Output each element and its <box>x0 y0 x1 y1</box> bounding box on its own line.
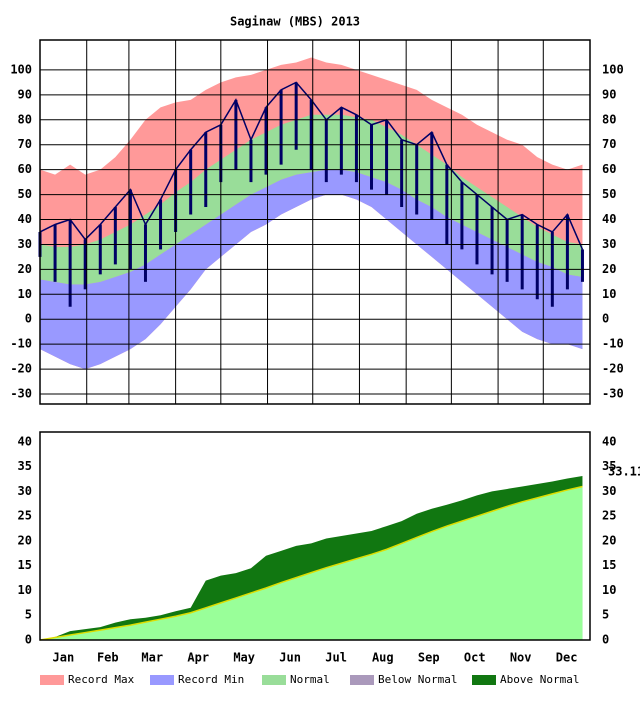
y-tick-label-right: 50 <box>602 187 616 201</box>
y-tick-label: 30 <box>18 484 32 498</box>
x-tick-label: Feb <box>97 651 119 665</box>
y-tick-label: 30 <box>18 237 32 251</box>
y-tick-label: 5 <box>25 608 32 622</box>
legend-label: Below Normal <box>378 673 457 686</box>
y-tick-label: 80 <box>18 112 32 126</box>
legend-label: Normal <box>290 673 330 686</box>
observed-high-line <box>39 81 584 250</box>
y-tick-label-right: 100 <box>602 62 624 76</box>
y-tick-label: 10 <box>18 287 32 301</box>
end-value-label: 33.11 <box>608 465 640 479</box>
y-tick-label: 40 <box>18 434 32 448</box>
normal-line <box>39 485 583 641</box>
y-tick-label-right: 80 <box>602 112 616 126</box>
x-tick-label: Jun <box>279 651 301 665</box>
y-tick-label-right: 25 <box>602 509 616 523</box>
x-tick-label: Jul <box>325 651 347 665</box>
y-tick-label-right: 15 <box>602 558 616 572</box>
y-tick-label: 15 <box>18 558 32 572</box>
y-tick-label-right: 30 <box>602 237 616 251</box>
legend-swatch <box>40 675 64 685</box>
legend-label: Record Min <box>178 673 244 686</box>
legend-swatch <box>150 675 174 685</box>
y-tick-label-right: 0 <box>602 312 609 326</box>
y-tick-label: 20 <box>18 262 32 276</box>
plot-border <box>39 39 591 405</box>
y-tick-label-right: 30 <box>602 484 616 498</box>
y-tick-label: 40 <box>18 212 32 226</box>
y-tick-label-right: 20 <box>602 262 616 276</box>
y-tick-label-right: 90 <box>602 87 616 101</box>
normal-area <box>40 486 583 640</box>
y-tick-label: 60 <box>18 162 32 176</box>
y-tick-label: -30 <box>10 387 32 401</box>
y-tick-label: 10 <box>18 583 32 597</box>
y-tick-label-right: 35 <box>602 459 616 473</box>
y-tick-label: -10 <box>10 337 32 351</box>
y-tick-label-right: -30 <box>602 387 624 401</box>
x-tick-label: Oct <box>464 651 486 665</box>
chart-title: Saginaw (MBS) 2013 <box>230 15 360 29</box>
y-tick-label: 25 <box>18 509 32 523</box>
plot-border <box>39 431 591 641</box>
y-tick-label-right: 10 <box>602 287 616 301</box>
legend-swatch <box>262 675 286 685</box>
y-tick-label-right: 5 <box>602 608 609 622</box>
y-tick-label-right: 40 <box>602 212 616 226</box>
x-tick-label: Mar <box>141 651 163 665</box>
x-tick-label: Sep <box>418 651 440 665</box>
x-tick-label: Dec <box>556 651 578 665</box>
legend-label: Above Normal <box>500 673 579 686</box>
x-tick-label: Apr <box>187 651 209 665</box>
x-tick-label: May <box>233 651 255 665</box>
y-tick-label-right: 70 <box>602 137 616 151</box>
x-tick-label: Aug <box>372 651 394 665</box>
y-tick-label-right: 60 <box>602 162 616 176</box>
y-tick-label-right: -10 <box>602 337 624 351</box>
legend-swatch <box>350 675 374 685</box>
y-tick-label: 0 <box>25 633 32 647</box>
x-tick-label: Nov <box>510 651 532 665</box>
y-tick-label: 90 <box>18 87 32 101</box>
y-tick-label: -20 <box>10 362 32 376</box>
y-tick-label: 100 <box>10 62 32 76</box>
y-tick-label-right: 10 <box>602 583 616 597</box>
y-tick-label-right: -20 <box>602 362 624 376</box>
y-tick-label-right: 0 <box>602 633 609 647</box>
y-tick-label: 0 <box>25 312 32 326</box>
x-tick-label: Jan <box>53 651 75 665</box>
y-tick-label: 35 <box>18 459 32 473</box>
y-tick-label-right: 20 <box>602 533 616 547</box>
y-tick-label: 20 <box>18 533 32 547</box>
legend-label: Record Max <box>68 673 135 686</box>
y-tick-label: 70 <box>18 137 32 151</box>
legend-swatch <box>472 675 496 685</box>
y-tick-label: 50 <box>18 187 32 201</box>
y-tick-label-right: 40 <box>602 434 616 448</box>
